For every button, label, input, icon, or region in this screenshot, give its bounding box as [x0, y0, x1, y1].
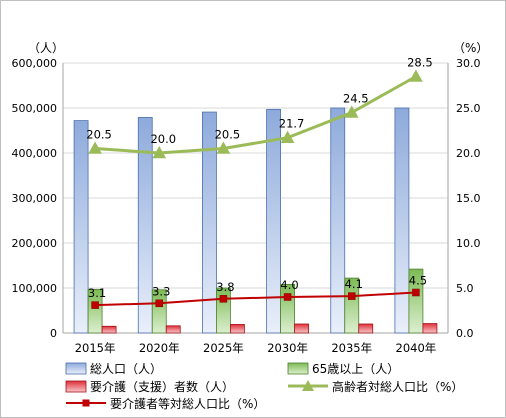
y-left-tick-label: 600,000: [12, 57, 58, 70]
data-label-care-ratio: 3.8: [216, 280, 234, 294]
data-label-care-ratio: 3.3: [152, 284, 170, 298]
y-left-tick-label: 500,000: [12, 102, 58, 115]
bar-care-recipients: [230, 324, 245, 334]
data-label-elderly-ratio: 28.5: [407, 56, 433, 70]
data-label-elderly-ratio: 21.7: [279, 117, 305, 131]
bar-care-recipients: [422, 323, 438, 334]
marker-care-ratio: [348, 292, 356, 300]
y-left-tick-label: 0: [50, 327, 57, 340]
bar-aged-65-plus: [87, 288, 103, 334]
marker-care-ratio: [219, 295, 228, 303]
legend-label: 高齢者対総人口比（%）: [332, 379, 463, 394]
x-tick-label: 2025年: [203, 341, 244, 355]
legend-swatch: [287, 362, 309, 375]
data-label-elderly-ratio: 20.0: [150, 132, 176, 146]
bar-total-population: [266, 108, 281, 334]
marker-care-ratio: [283, 293, 292, 301]
bar-care-recipients: [101, 325, 117, 334]
y-left-tick-label: 200,000: [12, 237, 58, 250]
x-tick-label: 2035年: [331, 341, 372, 355]
x-tick-label: 2020年: [139, 341, 180, 355]
y-right-tick-label: 10.0: [456, 237, 481, 250]
marker-care-ratio: [412, 288, 420, 297]
y-left-tick-label: 300,000: [12, 192, 58, 205]
legend-marker: [302, 380, 314, 391]
x-tick-label: 2030年: [267, 341, 308, 355]
bar-aged-65-plus: [408, 268, 424, 334]
data-label-elderly-ratio: 20.5: [215, 128, 241, 142]
data-label-care-ratio: 4.1: [345, 277, 363, 291]
legend-marker: [82, 399, 90, 407]
bar-care-recipients: [358, 323, 374, 334]
marker-elderly-ratio: [88, 141, 102, 154]
legend-label: 要介護（支援）者数（人）: [90, 379, 234, 394]
data-label-care-ratio: 4.0: [280, 278, 298, 292]
data-label-care-ratio: 4.5: [409, 274, 427, 288]
marker-care-ratio: [155, 299, 163, 308]
legend-swatch: [65, 380, 87, 393]
y-right-tick-label: 20.0: [456, 147, 481, 160]
y-right-tick-label: 5.0: [456, 282, 474, 295]
y-left-tick-label: 400,000: [12, 147, 58, 160]
axes: 0 100,000 200,000 300,000 400,000 500,000 600,…: [12, 57, 481, 355]
line-elderly-ratio: [94, 75, 417, 155]
bar-total-population: [73, 120, 89, 334]
lines: [88, 69, 423, 309]
data-label-elderly-ratio: 20.5: [86, 128, 112, 142]
gridlines: [63, 62, 448, 289]
y-right-tick-label: 15.0: [456, 192, 481, 205]
bar-total-population: [330, 107, 346, 334]
marker-elderly-ratio: [409, 69, 423, 82]
marker-elderly-ratio: [344, 105, 359, 118]
marker-elderly-ratio: [152, 145, 167, 159]
plot-border: [62, 63, 449, 334]
data-label-care-ratio: 3.1: [88, 286, 106, 300]
legend-label: 総人口（人）: [90, 362, 162, 376]
y-right-tick-label: 25.0: [456, 102, 481, 115]
marker-elderly-ratio: [280, 130, 295, 143]
bar-aged-65-plus: [216, 287, 231, 334]
y-left-tick-label: 100,000: [12, 282, 58, 295]
bar-care-recipients: [294, 323, 309, 334]
legend: 総人口（人） 65歳以上（人） 要介護（支援）者数（人） 高齢者対総人口比（%） 要介護…: [65, 362, 463, 411]
bar-total-population: [137, 117, 153, 334]
bar-total-population: [202, 111, 217, 334]
x-tick-label: 2040年: [396, 341, 437, 355]
data-label-elderly-ratio: 24.5: [343, 92, 369, 106]
legend-swatch: [65, 362, 87, 375]
left-axis-unit: （人）: [28, 41, 64, 55]
bar-care-recipients: [165, 325, 181, 334]
legend-label: 要介護者等対総人口比（%）: [110, 396, 265, 411]
line-care-ratio: [95, 291, 416, 307]
data-labels: 20.5 20.0 20.5 21.7 24.5 28.5 3.1 3.3 3.8 4.0 4.1 4…: [86, 56, 432, 301]
right-axis-unit: （%）: [453, 41, 488, 55]
marker-care-ratio: [91, 301, 99, 309]
legend-label: 65歳以上（人）: [312, 362, 399, 376]
bar-aged-65-plus: [344, 277, 360, 334]
y-right-tick-label: 30.0: [456, 57, 481, 70]
y-right-tick-label: 0.0: [456, 327, 474, 340]
marker-elderly-ratio: [216, 141, 231, 154]
x-tick-label: 2015年: [75, 341, 116, 355]
bar-total-population: [394, 107, 410, 334]
